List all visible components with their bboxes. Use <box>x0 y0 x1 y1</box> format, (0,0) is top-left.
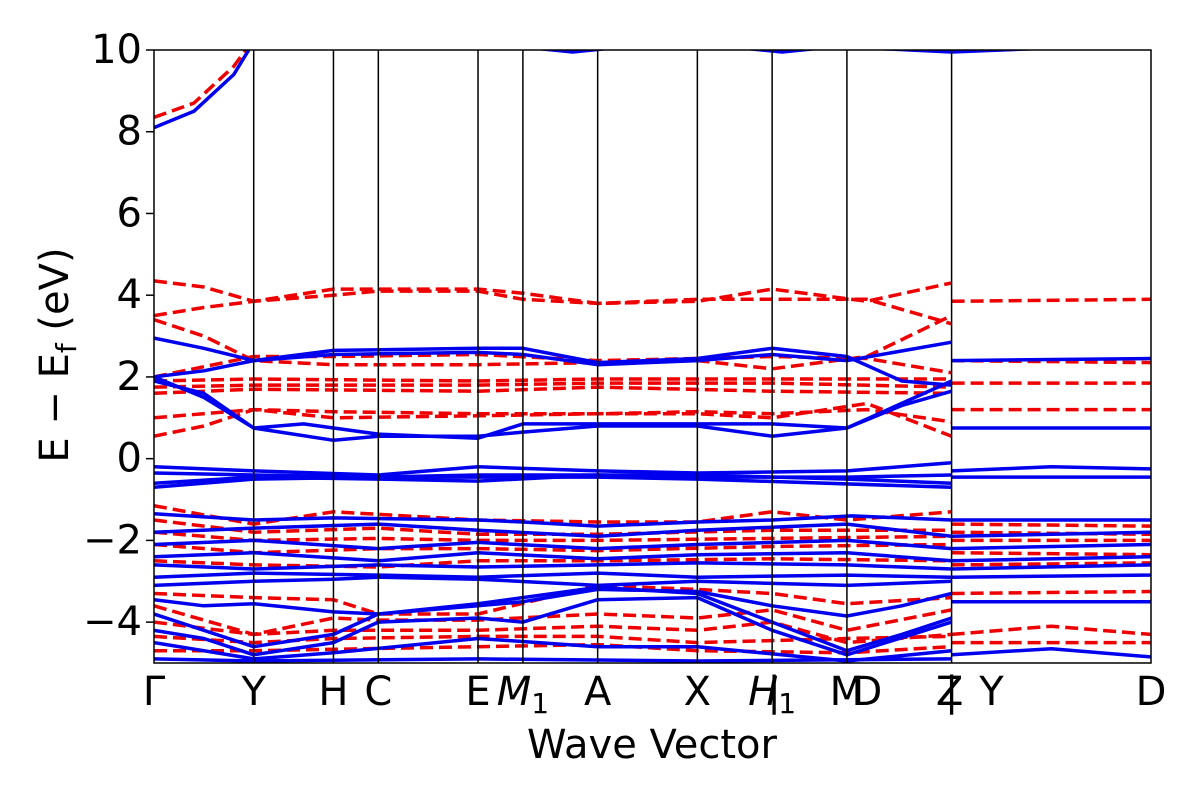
dashed-band-23 <box>951 550 1151 557</box>
dashed-band-30 <box>951 589 1151 596</box>
x-tick-label: Y <box>240 669 266 715</box>
plot-frame <box>153 49 1152 664</box>
dashed-band-9 <box>154 385 952 396</box>
y-axis-label-main: E − E <box>32 353 78 463</box>
y-axis-ticks: −4 −2 0 2 4 6 8 10 <box>83 27 154 645</box>
solid-band-27 <box>951 646 1151 659</box>
solid-band-11 <box>154 475 952 490</box>
y-tick-label: 0 <box>117 436 142 482</box>
solid-band-25 <box>154 657 952 663</box>
solid-top-band-2 <box>744 50 820 54</box>
dashed-band-11 <box>154 401 953 438</box>
x-axis-label: Wave Vector <box>527 722 778 768</box>
y-axis-label-unit: (eV) <box>32 247 78 343</box>
dashed-band-8 <box>154 381 952 389</box>
solid-band-23 <box>154 595 953 657</box>
x-tick-label: H <box>318 669 348 715</box>
dashed-band-4 <box>154 314 953 371</box>
y-tick-label: 10 <box>91 27 142 73</box>
dashed-band-24 <box>951 561 1151 567</box>
x-tick-label: A <box>584 669 612 715</box>
solid-top-band-1 <box>535 50 611 54</box>
x-axis-ticks: Γ Y H C E M1 A X H1| MD Z| Y D <box>143 669 1167 720</box>
kpoint-vertical-lines <box>252 50 953 663</box>
y-axis-label: E − Ef (eV) <box>32 247 83 462</box>
x-tick-label: C <box>364 669 392 715</box>
x-tick-label: D <box>851 669 882 715</box>
y-tick-label: 6 <box>117 190 142 236</box>
solid-band-8 <box>154 461 952 477</box>
solid-band-1 <box>154 50 251 130</box>
dashed-band-31 <box>951 624 1151 637</box>
dashed-band-5 <box>951 297 1151 304</box>
x-tick-label: H1 <box>748 669 796 720</box>
dashed-band-3 <box>154 289 953 326</box>
dashed-band-7 <box>154 377 952 383</box>
solid-band-5 <box>154 375 953 443</box>
x-tick-label: Y <box>978 669 1004 715</box>
solid-band-7 <box>951 356 1151 363</box>
y-tick-label: −2 <box>83 517 142 563</box>
dashed-band-20 <box>951 522 1151 528</box>
x-tick-label: E <box>465 669 490 715</box>
x-tick-label: Γ <box>143 669 166 715</box>
x-tick-label: X <box>684 669 711 715</box>
x-tick-label: | <box>767 669 780 715</box>
x-tick-label: Z <box>936 669 963 715</box>
x-tick-label: | <box>945 669 958 715</box>
y-tick-label: 8 <box>117 109 142 155</box>
x-tick-label: M1 <box>497 669 549 720</box>
y-tick-label: 4 <box>117 272 142 318</box>
dashed-band-12 <box>951 358 1151 365</box>
x-tick-label: M <box>830 669 865 715</box>
dashed-band-1 <box>154 50 248 120</box>
y-tick-label: 2 <box>117 354 142 400</box>
dashed-band-28 <box>154 634 952 645</box>
y-tick-label: −4 <box>83 599 142 645</box>
y-axis-label-subscript: f <box>50 342 83 353</box>
solid-band-12 <box>951 465 1151 473</box>
x-tick-label: D <box>1136 669 1167 715</box>
